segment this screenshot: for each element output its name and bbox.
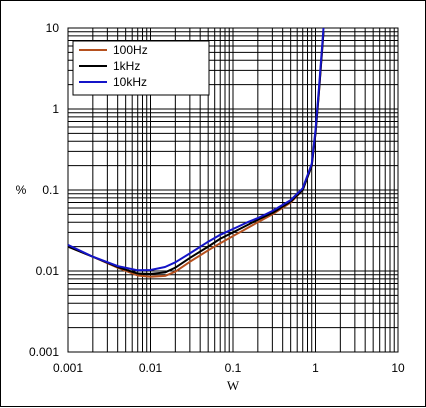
x-tick-label: 1 bbox=[312, 361, 319, 375]
legend-label: 100Hz bbox=[113, 43, 148, 57]
y-tick-label: 10 bbox=[46, 21, 60, 35]
y-axis-title: % bbox=[16, 183, 27, 197]
legend-label: 1kHz bbox=[113, 59, 140, 73]
legend-label: 10kHz bbox=[113, 75, 147, 89]
x-tick-label: 0.1 bbox=[225, 361, 242, 375]
y-tick-label: 0.1 bbox=[42, 183, 59, 197]
x-tick-label: 0.001 bbox=[53, 361, 83, 375]
y-tick-label: 0.001 bbox=[29, 345, 59, 359]
legend: 100Hz 1kHz 10kHz bbox=[72, 40, 210, 96]
series-line-10kHz bbox=[67, 27, 325, 272]
plot-area-border bbox=[67, 27, 399, 353]
y-axis-tick-labels: 0.001 0.01 0.1 1 10 bbox=[29, 21, 59, 359]
y-tick-label: 0.01 bbox=[36, 264, 60, 278]
x-axis-title: W bbox=[227, 378, 240, 393]
x-tick-label: 0.01 bbox=[139, 361, 163, 375]
x-tick-label: 10 bbox=[391, 361, 405, 375]
y-tick-label: 1 bbox=[52, 102, 59, 116]
series-lines bbox=[67, 27, 325, 278]
x-axis-tick-labels: 0.001 0.01 0.1 1 10 bbox=[53, 361, 405, 375]
